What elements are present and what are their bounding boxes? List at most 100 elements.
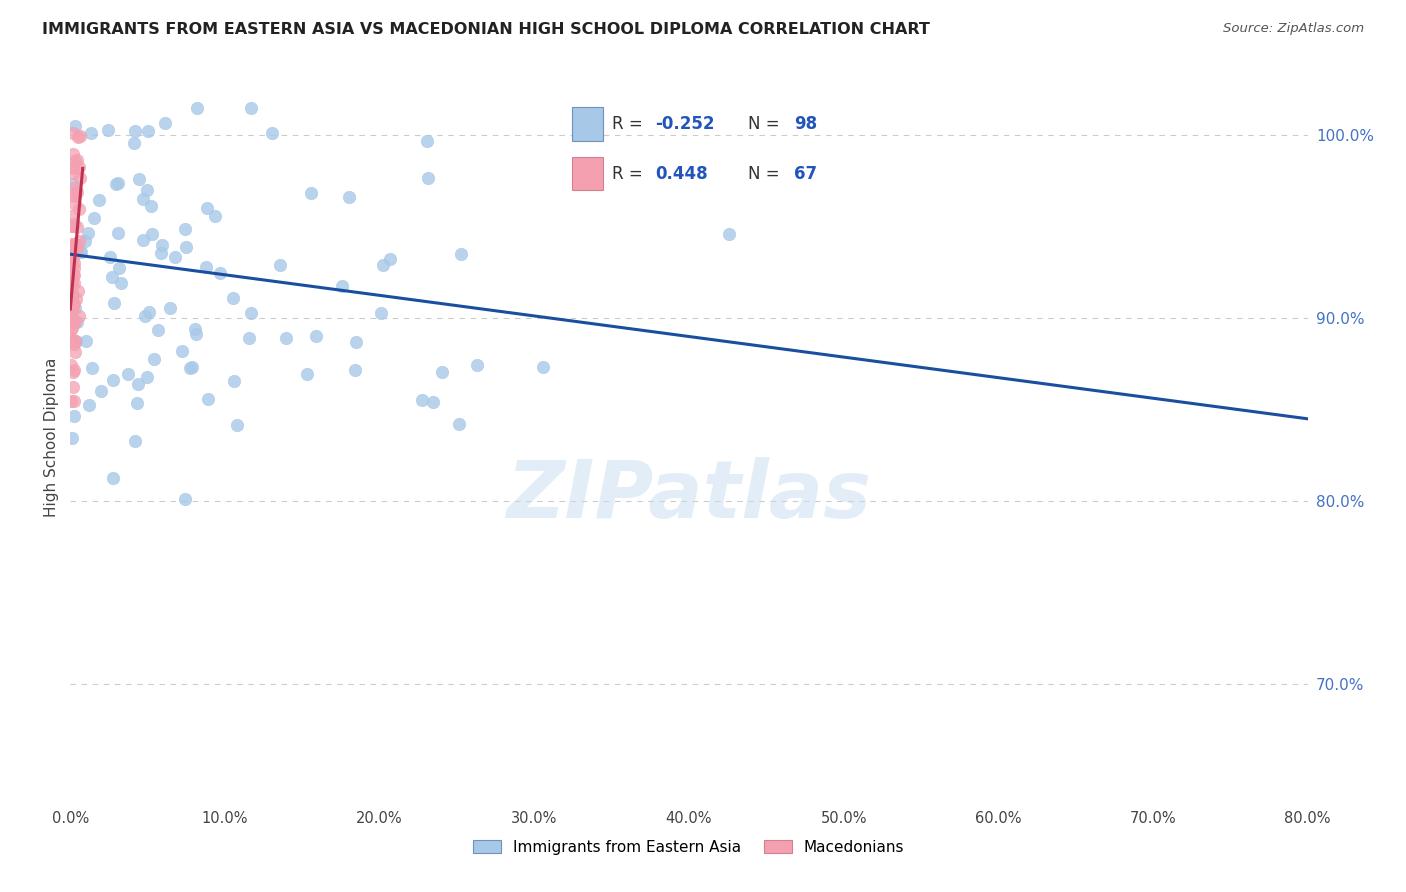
Point [153, 116, 176, 130]
Point [63, 197, 86, 211]
Text: Source: ZipAtlas.com: Source: ZipAtlas.com [1223, 22, 1364, 36]
Point [63, 301, 86, 315]
Legend: Immigrants from Eastern Asia, Macedonians: Immigrants from Eastern Asia, Macedonian… [467, 834, 911, 861]
Point [110, 276, 132, 290]
Point [90, 384, 112, 398]
Point [62, 161, 84, 175]
Point [124, 434, 146, 449]
Point [124, 123, 146, 137]
Point [63, 345, 86, 359]
Point [531, 359, 554, 374]
Point [108, 260, 131, 275]
Point [122, 136, 145, 150]
Point [80, 360, 103, 375]
Point [430, 365, 453, 379]
Point [344, 335, 367, 350]
Point [63, 261, 86, 276]
Point [62, 251, 84, 265]
FancyBboxPatch shape [572, 157, 603, 190]
Point [66, 315, 89, 329]
Point [337, 190, 360, 204]
Point [209, 266, 232, 280]
Point [260, 126, 283, 140]
Text: 67: 67 [794, 164, 817, 183]
Point [65, 334, 87, 348]
Point [174, 240, 197, 254]
Point [63, 315, 86, 329]
Point [60, 333, 83, 347]
Point [344, 362, 367, 376]
Point [132, 192, 155, 206]
Point [75, 234, 97, 248]
Point [77, 398, 100, 412]
Point [63, 362, 86, 376]
Point [60, 289, 83, 303]
Point [180, 360, 202, 375]
Point [197, 392, 219, 407]
Point [60, 209, 83, 223]
Y-axis label: High School Diploma: High School Diploma [44, 358, 59, 516]
Text: R =: R = [612, 164, 643, 183]
Point [83, 211, 105, 225]
Point [66, 153, 89, 168]
Point [718, 227, 741, 241]
Point [128, 171, 150, 186]
Point [97, 123, 120, 137]
Point [59, 276, 82, 290]
Point [67, 161, 90, 175]
Point [146, 323, 169, 337]
Point [370, 306, 392, 320]
Point [67, 130, 90, 145]
Point [69, 128, 91, 143]
Point [204, 209, 226, 223]
Point [60, 291, 83, 305]
Point [65, 292, 87, 306]
Point [62, 180, 84, 194]
Text: R =: R = [612, 115, 643, 133]
Point [63, 120, 86, 134]
Point [60, 304, 83, 318]
Point [63, 334, 86, 348]
Point [150, 246, 173, 260]
Point [222, 374, 245, 388]
Point [127, 377, 149, 392]
Point [141, 227, 163, 241]
Point [62, 146, 84, 161]
Point [60, 302, 83, 317]
Point [184, 326, 207, 341]
Point [60, 219, 83, 234]
Point [60, 431, 83, 445]
Text: N =: N = [748, 164, 779, 183]
Point [305, 329, 328, 343]
Point [60, 277, 83, 292]
Point [418, 171, 440, 186]
Point [226, 417, 249, 432]
Point [107, 226, 129, 240]
Point [60, 358, 83, 372]
Point [371, 259, 394, 273]
Point [62, 177, 84, 191]
Point [194, 260, 217, 274]
Point [134, 309, 156, 323]
Text: ZIPatlas: ZIPatlas [506, 457, 872, 534]
Point [66, 220, 89, 235]
Point [136, 370, 159, 384]
Point [299, 186, 322, 201]
Point [67, 234, 90, 248]
Point [132, 233, 155, 247]
Point [416, 134, 439, 148]
Point [173, 492, 195, 507]
Point [67, 309, 90, 323]
Point [60, 288, 83, 302]
Point [62, 217, 84, 231]
Text: 98: 98 [794, 115, 817, 133]
Point [143, 351, 166, 366]
Point [100, 270, 122, 285]
Point [62, 286, 84, 301]
Point [63, 337, 86, 351]
FancyBboxPatch shape [572, 107, 603, 141]
Point [297, 367, 319, 381]
Point [60, 274, 83, 288]
Point [62, 268, 84, 283]
Point [62, 276, 84, 290]
